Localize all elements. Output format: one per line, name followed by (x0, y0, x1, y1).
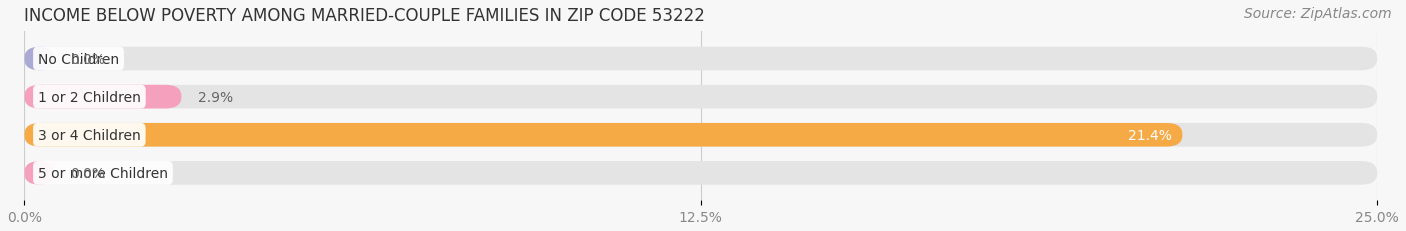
FancyBboxPatch shape (24, 48, 55, 71)
Text: 3 or 4 Children: 3 or 4 Children (38, 128, 141, 142)
Text: 5 or more Children: 5 or more Children (38, 166, 167, 180)
FancyBboxPatch shape (24, 123, 1182, 147)
FancyBboxPatch shape (24, 161, 55, 185)
FancyBboxPatch shape (24, 161, 1378, 185)
Text: 2.9%: 2.9% (198, 90, 233, 104)
Text: No Children: No Children (38, 52, 120, 66)
FancyBboxPatch shape (24, 48, 1378, 71)
Text: Source: ZipAtlas.com: Source: ZipAtlas.com (1244, 7, 1392, 21)
FancyBboxPatch shape (24, 85, 181, 109)
Text: 1 or 2 Children: 1 or 2 Children (38, 90, 141, 104)
Text: 0.0%: 0.0% (70, 166, 105, 180)
FancyBboxPatch shape (24, 85, 1378, 109)
FancyBboxPatch shape (24, 123, 1378, 147)
Text: INCOME BELOW POVERTY AMONG MARRIED-COUPLE FAMILIES IN ZIP CODE 53222: INCOME BELOW POVERTY AMONG MARRIED-COUPL… (24, 7, 706, 25)
Text: 0.0%: 0.0% (70, 52, 105, 66)
Text: 21.4%: 21.4% (1128, 128, 1171, 142)
